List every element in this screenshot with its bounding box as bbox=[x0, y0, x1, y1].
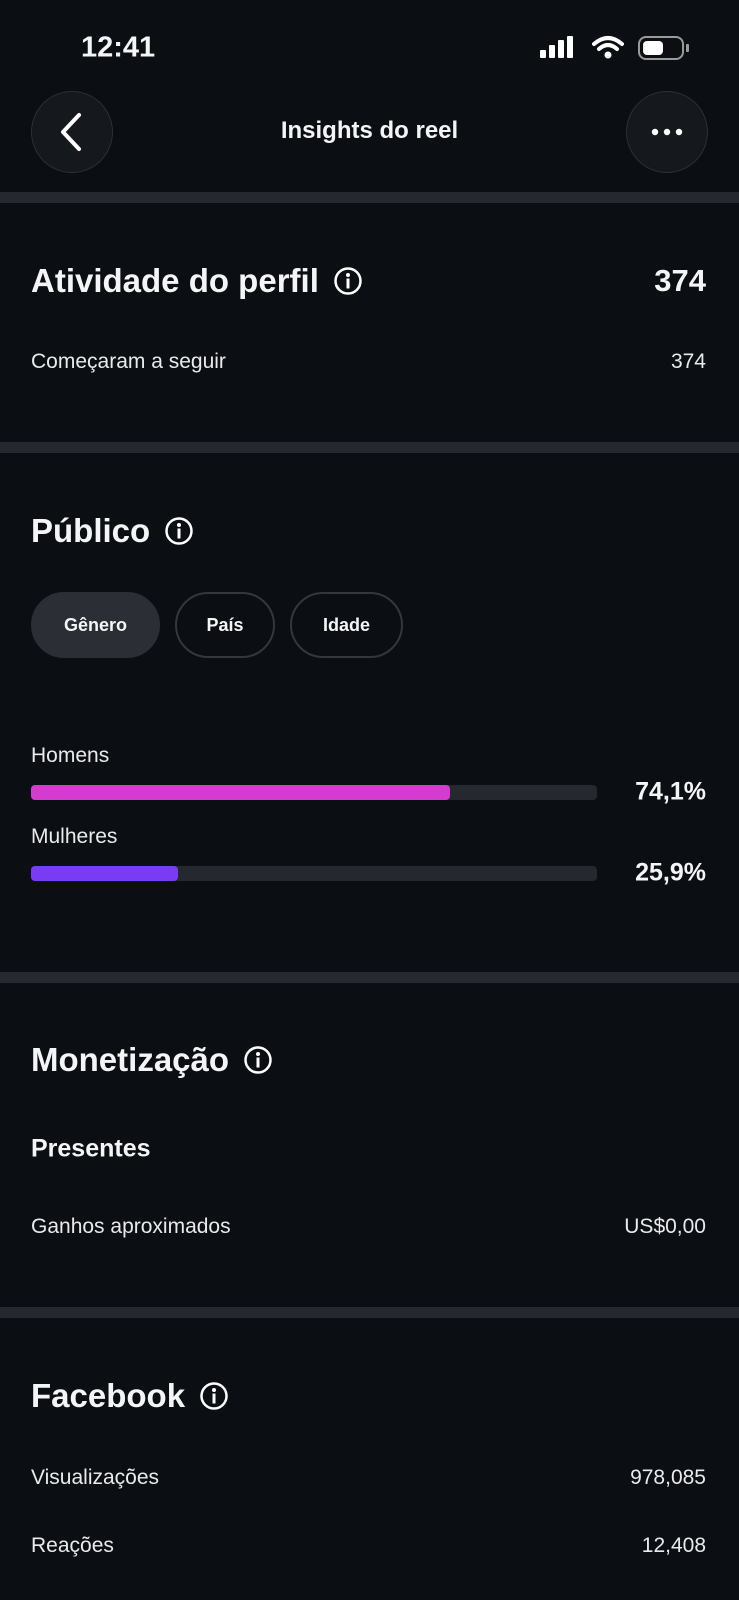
bar-label: Homens bbox=[31, 744, 110, 767]
row-value: 978,085 bbox=[630, 1466, 706, 1489]
header-title: Insights do reel bbox=[280, 117, 459, 144]
bar-value-label: 74,1% bbox=[635, 777, 706, 806]
total-value: 374 bbox=[654, 263, 706, 298]
section-title: Público bbox=[31, 512, 194, 550]
status-icons bbox=[540, 36, 689, 60]
info-icon[interactable] bbox=[199, 1381, 229, 1411]
info-icon[interactable] bbox=[164, 516, 194, 546]
section-title-text: Atividade do perfil bbox=[31, 262, 319, 299]
row-label: Ganhos aproximados bbox=[31, 1215, 231, 1238]
divider bbox=[0, 1307, 739, 1318]
tab-chip[interactable]: País bbox=[175, 592, 275, 658]
divider bbox=[0, 442, 739, 453]
row-value: 12,408 bbox=[641, 1534, 706, 1557]
status-time: 12:41 bbox=[81, 31, 156, 64]
bar bbox=[31, 785, 451, 800]
row-label: Reações bbox=[31, 1534, 114, 1557]
more-button[interactable] bbox=[626, 91, 708, 173]
tab-chip[interactable]: Idade bbox=[290, 592, 403, 658]
section-title: Facebook bbox=[31, 1377, 229, 1415]
section-title: Atividade do perfil bbox=[31, 262, 363, 300]
row-label: Visualizações bbox=[31, 1466, 160, 1489]
row-value: US$0,00 bbox=[624, 1215, 706, 1238]
row-label: Começaram a seguir bbox=[31, 350, 226, 373]
back-icon bbox=[61, 113, 81, 151]
divider bbox=[0, 192, 739, 203]
divider bbox=[0, 972, 739, 983]
tab-chip[interactable]: Gênero bbox=[31, 592, 160, 658]
bar-value-label: 25,9% bbox=[635, 858, 706, 887]
section-title: Monetização bbox=[31, 1041, 273, 1079]
info-icon[interactable] bbox=[333, 266, 363, 296]
bar bbox=[31, 866, 178, 881]
bar-label: Mulheres bbox=[31, 825, 118, 848]
subsection-title: Presentes bbox=[31, 1134, 151, 1163]
row-value: 374 bbox=[670, 350, 706, 373]
more-icon bbox=[651, 128, 683, 136]
info-icon[interactable] bbox=[243, 1045, 273, 1075]
section-title-text: Monetização bbox=[31, 1041, 230, 1078]
section-title-text: Público bbox=[31, 512, 151, 549]
back-button[interactable] bbox=[31, 91, 113, 173]
section-title-text: Facebook bbox=[31, 1377, 186, 1414]
